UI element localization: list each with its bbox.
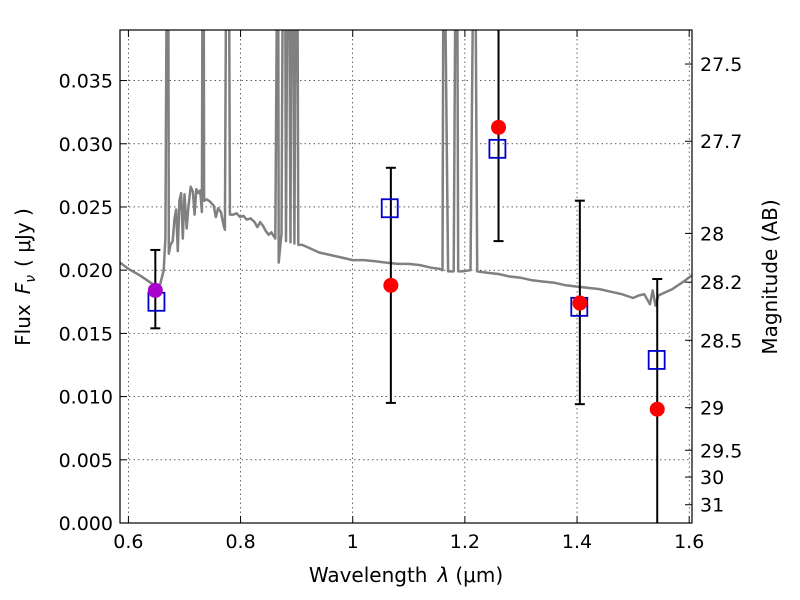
x-tick-label: 1.4 <box>562 531 592 553</box>
observed-point <box>147 282 163 298</box>
model-point <box>380 198 399 219</box>
y2-axis-ticks: 27.5 27.7 28 28.2 28.5 29 29.5 30 31 <box>685 54 742 517</box>
x-tick-label: 1.6 <box>674 531 704 553</box>
y2-tick-label: 27.7 <box>700 131 742 153</box>
y-tick-label: 0.020 <box>59 260 113 282</box>
y-tick-label: 0.005 <box>59 450 113 472</box>
y-tick-label: 0.000 <box>59 513 113 535</box>
x-tick-label: 0.6 <box>113 531 143 553</box>
y-tick-label: 0.025 <box>59 197 113 219</box>
x-axis-ticks: 0.6 0.8 1 1.2 1.4 1.6 <box>113 30 704 553</box>
observed-point <box>572 295 588 311</box>
observed-point <box>383 277 399 293</box>
x-tick-label: 1 <box>347 531 359 553</box>
x-tick-label: 1.2 <box>450 531 480 553</box>
model-point <box>488 138 507 159</box>
observed-point <box>649 401 665 417</box>
y2-tick-label: 29 <box>700 398 724 420</box>
y2-tick-label: 29.5 <box>700 440 742 462</box>
y-tick-label: 0.010 <box>59 387 113 409</box>
model-point <box>647 350 666 370</box>
y-axis-ticks: 0.000 0.005 0.010 0.015 0.020 0.025 0.030 0.035 <box>59 71 127 535</box>
y2-tick-label: 27.5 <box>700 54 742 76</box>
x-axis-label: Wavelength λ (μm) <box>309 563 503 587</box>
sed-line <box>120 30 692 307</box>
plot-frame <box>119 29 693 524</box>
y-tick-label: 0.035 <box>59 71 113 93</box>
y2-tick-label: 31 <box>700 495 724 517</box>
y2-tick-label: 28.2 <box>700 272 742 294</box>
grid-lines <box>120 30 692 523</box>
model-points <box>147 138 666 370</box>
sed-model-curve <box>120 30 692 307</box>
y2-tick-label: 28.5 <box>700 330 742 352</box>
y2-tick-label: 30 <box>700 467 724 489</box>
y2-axis-label: Magnitude (AB) <box>758 199 782 354</box>
observed-point <box>491 119 507 135</box>
y2-tick-label: 28 <box>700 223 724 245</box>
observed-points <box>147 119 665 417</box>
y-tick-label: 0.030 <box>59 134 113 156</box>
x-tick-label: 0.8 <box>225 531 255 553</box>
y-tick-label: 0.015 <box>59 323 113 345</box>
y-axis-label: FluxFν( μJy ) <box>11 208 39 346</box>
